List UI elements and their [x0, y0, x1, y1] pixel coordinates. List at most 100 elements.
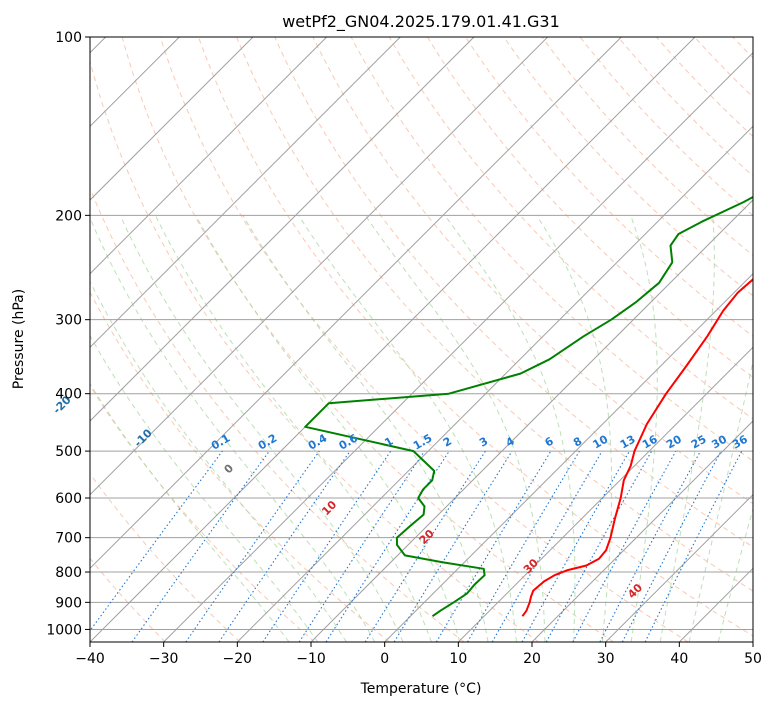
mixing-ratio-line [185, 450, 320, 642]
isotherm [605, 493, 753, 642]
moist-adiabat [242, 215, 489, 642]
dry-adiabat [426, 37, 753, 379]
y-tick-label: 200 [55, 208, 82, 224]
profile-lines [304, 195, 753, 618]
line-labels: 0.10.20.40.611.52346810131620253036-100-… [50, 393, 750, 601]
isotherm [752, 641, 753, 642]
isotherm [384, 272, 753, 642]
y-axis-label: Pressure (hPa) [11, 289, 27, 389]
wet-label: 30 [521, 556, 541, 576]
moist-adiabat [90, 382, 290, 642]
mixing-ratio-label: 3 [477, 435, 490, 450]
dry-adiabat [694, 37, 753, 98]
dry-adiabat [503, 37, 753, 297]
mixing-ratio-line [621, 450, 722, 642]
wet-label: 40 [625, 581, 645, 601]
isotherm [531, 420, 753, 642]
dry-adiabat [312, 37, 753, 505]
mixing-ratio-line [599, 450, 701, 642]
dry-adiabat [236, 37, 753, 592]
dry-adiabat [90, 557, 166, 642]
moist-adiabat [364, 215, 546, 642]
moist-adiabat [90, 280, 347, 642]
dry-adiabat [90, 59, 540, 642]
temperature-profile-line [521, 278, 753, 617]
mixing-ratio-label: 30 [709, 432, 729, 451]
dry-adiabat [388, 37, 753, 420]
dry-adiabat [90, 186, 465, 642]
y-tick-label: 400 [55, 387, 82, 403]
mixing-ratio-line [298, 450, 425, 642]
y-tick-label: 800 [55, 565, 82, 581]
x-tick-label: −10 [296, 651, 326, 667]
moist-adiabat [298, 215, 517, 642]
moist-adiabat [444, 215, 576, 642]
moist-adiabat [90, 334, 319, 642]
isotherm [236, 125, 753, 642]
mixing-ratio-line [435, 450, 552, 642]
mixing-ratio-line [572, 450, 677, 642]
y-tick-label: 700 [55, 531, 82, 547]
isotherm [90, 37, 475, 422]
mixing-ratio-label: 20 [664, 432, 684, 451]
y-tick-label: 1000 [46, 622, 82, 638]
dewpoint-profile-line [304, 195, 753, 618]
dry-adiabat [656, 37, 753, 138]
mixing-ratio-line [521, 450, 630, 642]
moist-adiabat [659, 215, 715, 642]
moist-adiabat [717, 507, 753, 642]
isotherm [163, 51, 753, 642]
background-lines [90, 37, 775, 642]
mixing-ratio-line [262, 450, 392, 642]
isotherm [90, 37, 328, 275]
dry-adiabat [90, 384, 316, 642]
moist-adiabat [536, 215, 613, 642]
mixing-ratio-line [325, 450, 450, 642]
mixing-ratio-label: 6 [543, 434, 556, 449]
mixing-ratio-label: 25 [689, 433, 709, 452]
dry-adiabat [350, 37, 753, 462]
moist-adiabat [195, 215, 461, 642]
mixing-ratio-label: 2 [441, 435, 454, 450]
y-tick-label: 900 [55, 595, 82, 611]
dry-adiabat [90, 291, 390, 642]
x-tick-label: 20 [523, 651, 541, 667]
x-tick-label: −30 [149, 651, 179, 667]
mixing-ratio-label: 0.4 [306, 431, 330, 452]
axis-ticks: −40 −30 −20 −10 0 10 20 30 40 5010020030040050060… [46, 30, 762, 667]
x-tick-label: 50 [744, 651, 762, 667]
moist-adiabat [154, 215, 432, 642]
isotherm [90, 37, 549, 496]
isotherm [457, 346, 753, 642]
mixing-ratio-label: 10 [590, 432, 610, 451]
moist-adiabat [630, 215, 658, 642]
isotherm [90, 37, 622, 570]
y-tick-label: 600 [55, 491, 82, 507]
x-tick-label: −20 [223, 651, 253, 667]
isotherm [678, 567, 753, 642]
x-tick-label: 0 [380, 651, 389, 667]
dry-adiabat-label: -10 [132, 426, 155, 449]
mixing-ratio-label: 8 [571, 435, 584, 450]
mixing-ratio-line [90, 450, 223, 632]
mixing-ratio-line [393, 450, 513, 642]
dry-adiabat-label: 0 [222, 461, 237, 476]
dry-adiabat [732, 37, 753, 59]
dry-adiabat [771, 37, 775, 642]
mixing-ratio-line [644, 450, 743, 642]
chart-title: wetPf2_GN04.2025.179.01.41.G31 [282, 12, 560, 32]
y-tick-label: 100 [55, 30, 82, 46]
dry-adiabat [465, 37, 753, 338]
mixing-ratio-label: 1.5 [411, 432, 434, 453]
dry-adiabat [121, 37, 614, 642]
moist-adiabat [688, 358, 753, 642]
wet-label: 10 [319, 498, 339, 518]
dry-adiabat [159, 37, 689, 642]
y-tick-label: 300 [55, 313, 82, 329]
isotherm [90, 37, 696, 642]
y-tick-label: 500 [55, 444, 82, 460]
dry-adiabat [541, 37, 753, 257]
dry-adiabat [90, 472, 241, 642]
x-tick-label: 30 [597, 651, 615, 667]
